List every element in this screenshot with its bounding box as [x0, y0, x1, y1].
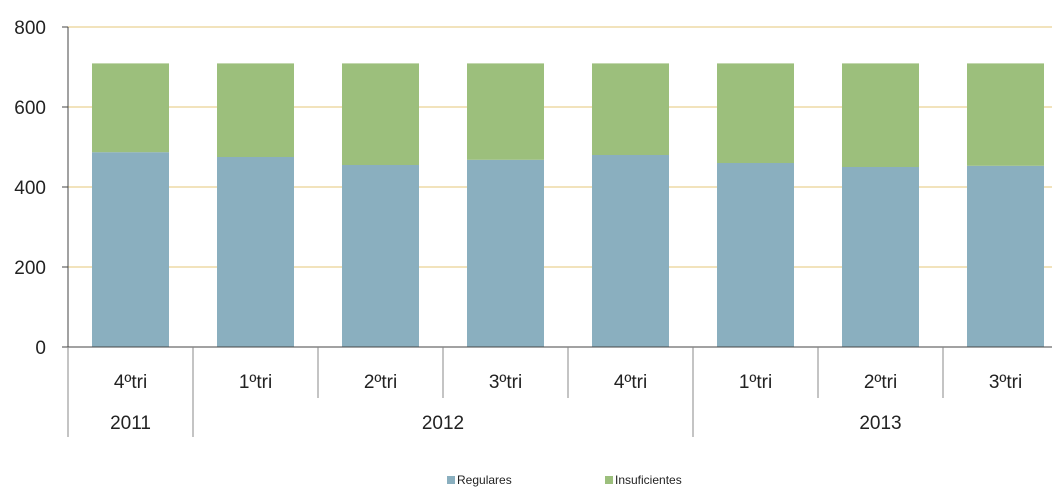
bar-insuficientes: [592, 63, 669, 155]
x-category-label: 3ºtri: [989, 372, 1022, 393]
bar-insuficientes: [92, 63, 169, 153]
x-category-label: 1ºtri: [739, 372, 772, 393]
bar-regulares: [967, 165, 1044, 347]
x-category-label: 2ºtri: [364, 372, 397, 393]
y-tick-label: 600: [14, 98, 46, 119]
bar-regulares: [842, 167, 919, 347]
y-tick-label: 0: [35, 338, 46, 359]
y-tick-label: 200: [14, 258, 46, 279]
bar-regulares: [592, 155, 669, 347]
y-tick-label: 800: [14, 18, 46, 39]
legend-label-insuficientes: Insuficientes: [615, 473, 682, 487]
bar-regulares: [92, 152, 169, 347]
x-group-label: 2013: [859, 413, 901, 434]
bar-insuficientes: [467, 63, 544, 160]
x-category-label: 4ºtri: [614, 372, 647, 393]
x-category-label: 4ºtri: [114, 372, 147, 393]
legend-swatch-regulares: [447, 476, 455, 484]
x-category-label: 1ºtri: [239, 372, 272, 393]
x-axis-groups: 2011 2012 2013: [110, 413, 902, 434]
bar-insuficientes: [967, 63, 1044, 166]
axes: [62, 26, 1052, 437]
bar-regulares: [342, 165, 419, 347]
x-group-label: 2011: [110, 413, 151, 434]
bar-regulares: [217, 157, 294, 347]
legend: Regulares Insuficientes: [447, 473, 682, 487]
bar-insuficientes: [842, 63, 919, 167]
x-group-label: 2012: [422, 413, 464, 434]
bar-insuficientes: [217, 63, 294, 157]
bar-regulares: [467, 159, 544, 347]
bar-insuficientes: [342, 63, 419, 165]
legend-swatch-insuficientes: [605, 476, 613, 484]
y-axis-ticks: 0 200 400 600 800: [14, 18, 46, 359]
legend-label-regulares: Regulares: [457, 473, 512, 487]
x-category-label: 2ºtri: [864, 372, 897, 393]
bar-regulares: [717, 163, 794, 347]
bar-insuficientes: [717, 63, 794, 163]
bars: [92, 63, 1044, 347]
x-category-label: 3ºtri: [489, 372, 522, 393]
x-axis-categories: 4ºtri 1ºtri 2ºtri 3ºtri 4ºtri 1ºtri 2ºtri 3ºtri: [114, 372, 1022, 393]
y-tick-label: 400: [14, 178, 46, 199]
